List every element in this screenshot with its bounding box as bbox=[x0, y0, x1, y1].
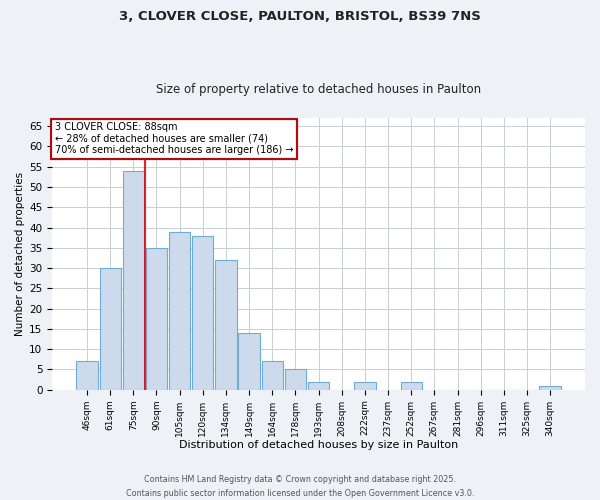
Bar bbox=[169, 232, 190, 390]
Bar bbox=[122, 170, 144, 390]
Bar bbox=[192, 236, 214, 390]
Bar bbox=[539, 386, 561, 390]
Text: Contains HM Land Registry data © Crown copyright and database right 2025.
Contai: Contains HM Land Registry data © Crown c… bbox=[126, 476, 474, 498]
Bar bbox=[100, 268, 121, 390]
Bar bbox=[146, 248, 167, 390]
Bar bbox=[401, 382, 422, 390]
Bar bbox=[308, 382, 329, 390]
Title: Size of property relative to detached houses in Paulton: Size of property relative to detached ho… bbox=[156, 83, 481, 96]
Bar bbox=[262, 362, 283, 390]
Y-axis label: Number of detached properties: Number of detached properties bbox=[15, 172, 25, 336]
Bar bbox=[76, 362, 98, 390]
Text: 3 CLOVER CLOSE: 88sqm
← 28% of detached houses are smaller (74)
70% of semi-deta: 3 CLOVER CLOSE: 88sqm ← 28% of detached … bbox=[55, 122, 293, 156]
Bar bbox=[238, 333, 260, 390]
Bar bbox=[285, 370, 306, 390]
Bar bbox=[354, 382, 376, 390]
Bar bbox=[215, 260, 236, 390]
Text: 3, CLOVER CLOSE, PAULTON, BRISTOL, BS39 7NS: 3, CLOVER CLOSE, PAULTON, BRISTOL, BS39 … bbox=[119, 10, 481, 23]
X-axis label: Distribution of detached houses by size in Paulton: Distribution of detached houses by size … bbox=[179, 440, 458, 450]
